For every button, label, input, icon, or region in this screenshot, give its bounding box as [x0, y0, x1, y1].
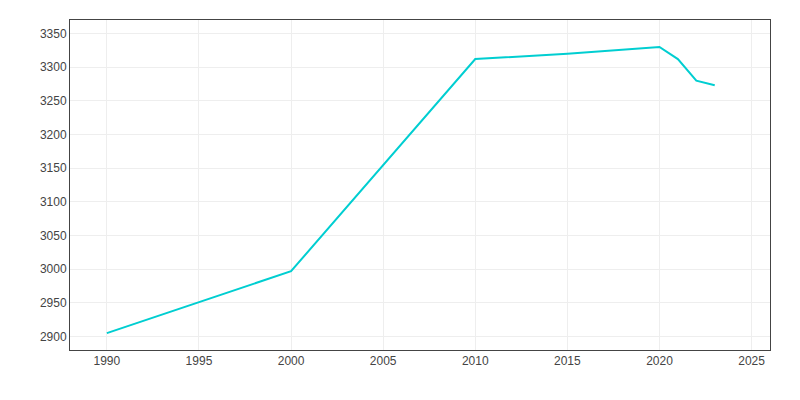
svg-text:2900: 2900	[40, 330, 67, 344]
svg-text:3350: 3350	[40, 27, 67, 41]
svg-text:3150: 3150	[40, 161, 67, 175]
svg-text:2015: 2015	[554, 354, 581, 368]
svg-text:1995: 1995	[186, 354, 213, 368]
svg-text:2950: 2950	[40, 296, 67, 310]
svg-text:2010: 2010	[462, 354, 489, 368]
svg-text:2000: 2000	[278, 354, 305, 368]
svg-text:3100: 3100	[40, 195, 67, 209]
svg-text:3000: 3000	[40, 262, 67, 276]
svg-text:2005: 2005	[370, 354, 397, 368]
svg-text:3250: 3250	[40, 94, 67, 108]
svg-text:3200: 3200	[40, 128, 67, 142]
svg-text:2020: 2020	[646, 354, 673, 368]
svg-text:1990: 1990	[93, 354, 120, 368]
svg-text:2025: 2025	[738, 354, 765, 368]
svg-text:3050: 3050	[40, 229, 67, 243]
svg-text:3300: 3300	[40, 60, 67, 74]
